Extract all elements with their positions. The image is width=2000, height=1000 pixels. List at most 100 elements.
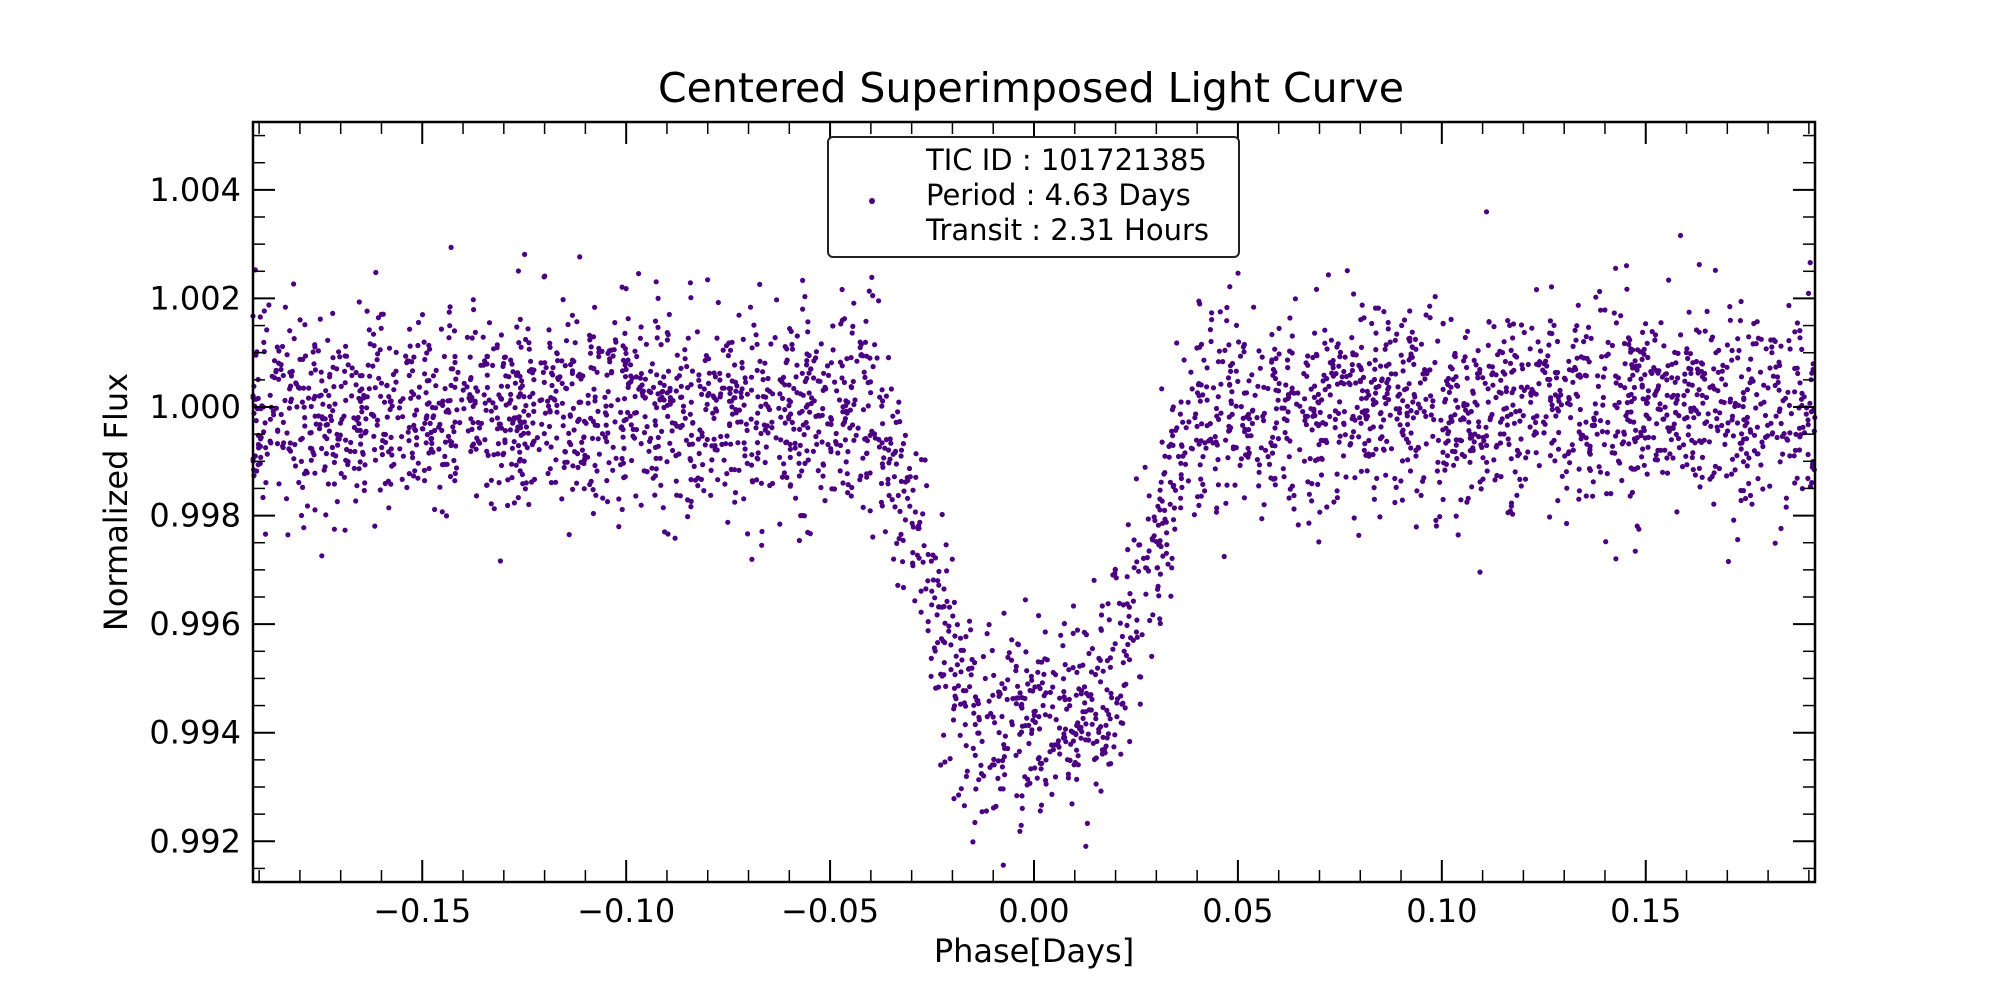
data-point <box>1050 684 1056 690</box>
data-point <box>735 419 741 425</box>
data-point <box>1001 610 1007 616</box>
data-point <box>330 451 336 457</box>
data-point <box>1376 383 1382 389</box>
data-point <box>913 474 919 480</box>
data-point <box>655 434 661 441</box>
data-point <box>410 473 417 479</box>
data-point <box>1621 340 1628 347</box>
data-point <box>389 452 395 458</box>
data-point <box>1486 319 1492 325</box>
data-point <box>422 356 428 363</box>
data-point <box>1540 367 1546 373</box>
data-point <box>1706 439 1712 445</box>
data-point <box>1754 424 1760 430</box>
data-point <box>623 350 629 356</box>
data-point <box>1178 495 1184 501</box>
data-point <box>1215 482 1221 488</box>
data-point <box>342 380 348 386</box>
legend-period: Period : 4.63 Days <box>926 178 1191 212</box>
y-tick-label: 0.992 <box>149 822 241 860</box>
data-point <box>1349 335 1355 341</box>
data-point <box>634 353 640 360</box>
data-point <box>758 480 765 486</box>
data-point <box>478 362 484 368</box>
data-point <box>1027 780 1033 786</box>
data-point <box>1732 467 1738 473</box>
data-point <box>929 602 935 608</box>
data-point <box>901 488 907 494</box>
data-point <box>849 384 855 391</box>
data-point <box>748 416 754 422</box>
data-point <box>652 492 658 498</box>
data-point <box>1440 386 1446 392</box>
data-point <box>1746 334 1752 340</box>
data-point <box>446 409 452 415</box>
data-point <box>722 481 728 487</box>
data-point <box>1403 436 1410 442</box>
data-point <box>1640 329 1646 335</box>
data-point <box>786 414 792 420</box>
data-point <box>619 506 625 513</box>
data-point <box>1556 429 1562 436</box>
data-point <box>792 440 798 446</box>
data-point <box>1383 472 1389 478</box>
data-point <box>1387 339 1393 345</box>
data-point <box>1519 362 1525 368</box>
data-point <box>1431 417 1437 423</box>
data-point <box>1320 420 1326 426</box>
data-point <box>1357 377 1363 383</box>
data-point <box>386 394 392 400</box>
data-point <box>1546 382 1552 388</box>
data-point <box>1387 412 1393 418</box>
data-point <box>1301 458 1307 464</box>
data-point <box>451 328 458 334</box>
data-point <box>1663 371 1669 377</box>
data-point <box>1711 501 1717 507</box>
data-point <box>1701 437 1707 443</box>
data-point <box>1241 349 1247 355</box>
data-point <box>736 312 742 318</box>
data-point <box>773 435 779 441</box>
data-point <box>1658 320 1664 326</box>
data-point <box>473 385 479 391</box>
data-point <box>708 467 714 473</box>
data-point <box>1442 399 1448 405</box>
x-tick-label: 0.00 <box>998 892 1069 930</box>
data-point <box>806 370 812 376</box>
data-point <box>618 462 624 468</box>
data-point <box>898 447 905 453</box>
data-point <box>433 367 439 373</box>
data-point <box>1618 313 1624 319</box>
data-point <box>1448 416 1454 422</box>
data-point <box>477 440 483 446</box>
data-point <box>1302 396 1308 402</box>
data-point <box>628 422 634 428</box>
data-point <box>1025 776 1031 782</box>
data-point <box>1604 491 1610 497</box>
data-point <box>797 391 804 397</box>
data-point <box>1597 418 1604 424</box>
data-point <box>1407 468 1414 474</box>
data-point <box>1088 692 1094 698</box>
data-point <box>1035 756 1041 762</box>
data-point <box>906 465 913 472</box>
data-point <box>1058 632 1064 638</box>
data-point <box>662 529 668 535</box>
data-point <box>1518 322 1525 328</box>
data-point <box>1305 479 1311 485</box>
data-point <box>1626 441 1632 447</box>
data-point <box>1535 339 1541 345</box>
data-point <box>1632 548 1638 554</box>
data-point <box>505 383 511 389</box>
data-point <box>1119 701 1125 707</box>
data-point <box>1515 453 1521 459</box>
data-point <box>798 513 804 519</box>
data-point <box>1180 419 1186 425</box>
data-point <box>918 457 925 463</box>
data-point <box>765 430 771 436</box>
data-point <box>546 423 553 430</box>
data-point <box>1289 385 1295 391</box>
data-point <box>1484 468 1490 474</box>
data-point <box>1373 330 1379 336</box>
data-point <box>1246 451 1252 457</box>
